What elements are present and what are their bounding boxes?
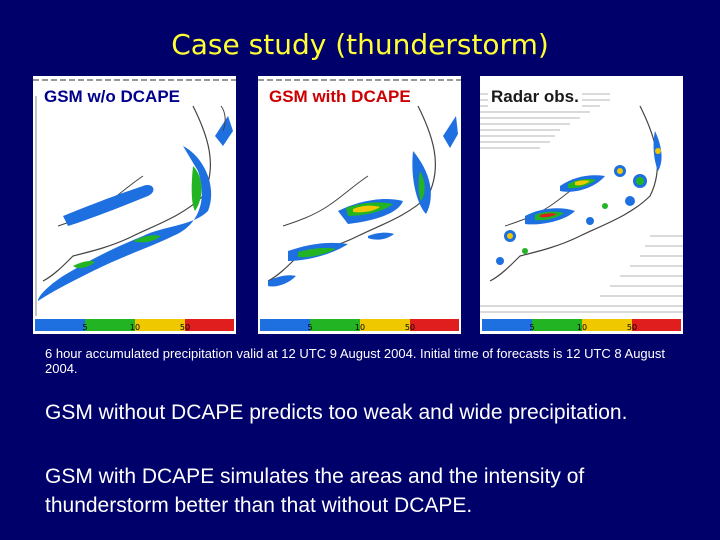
panel-label: GSM w/o DCAPE [41, 86, 184, 108]
slide-title: Case study (thunderstorm) [171, 28, 549, 61]
figure-caption: 6 hour accumulated precipitation valid a… [45, 346, 665, 376]
scale-tick-label: 50 [627, 323, 637, 332]
precipitation-map: 5 10 50 [33, 76, 236, 334]
finding-text: GSM without DCAPE predicts too weak and … [45, 401, 628, 424]
panel-label: GSM with DCAPE [266, 86, 414, 108]
map-panel-with-dcape: 5 10 50 GSM with DCAPE [258, 76, 461, 334]
scale-tick-label: 50 [180, 323, 190, 332]
scale-tick-label: 5 [82, 323, 87, 332]
panel-label: Radar obs. [488, 86, 582, 108]
scale-tick-label: 5 [529, 323, 534, 332]
scale-tick-label: 10 [355, 323, 365, 332]
scale-tick-label: 5 [307, 323, 312, 332]
scale-tick-label: 10 [577, 323, 587, 332]
precipitation-map: 5 10 50 [480, 76, 683, 334]
finding-text: GSM with DCAPE simulates the areas and t… [45, 465, 585, 517]
map-panel-without-dcape: 5 10 50 GSM w/o DCAPE [33, 76, 236, 334]
scale-tick-label: 50 [405, 323, 415, 332]
map-panel-radar: 5 10 50 Radar obs. [480, 76, 683, 334]
precipitation-map: 5 10 50 [258, 76, 461, 334]
scale-tick-label: 10 [130, 323, 140, 332]
